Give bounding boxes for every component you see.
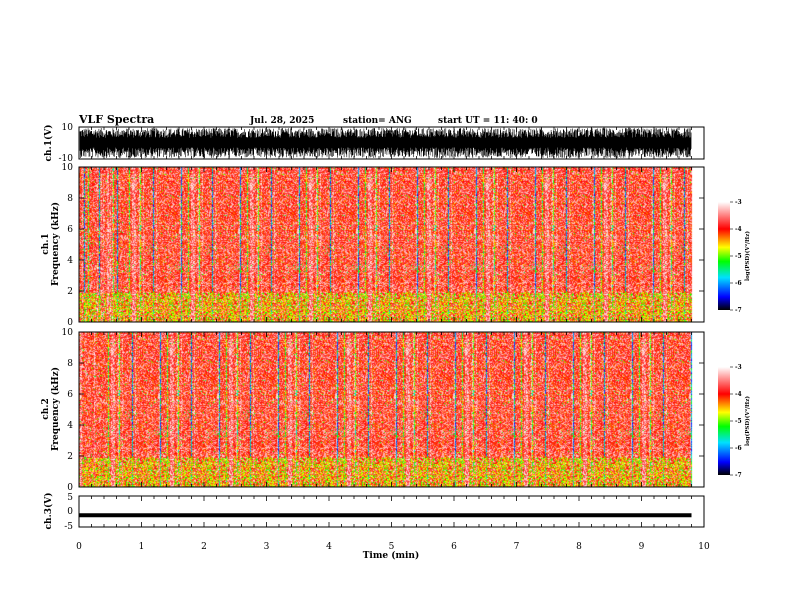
time-tick-label: 5	[389, 542, 395, 552]
ch1-waveform-panel: 10 -10 ch.1(V)	[43, 123, 705, 164]
ch1-spectrogram-ylabel-channel: ch.1	[41, 233, 51, 254]
time-tick-label: 4	[326, 542, 332, 552]
ch3-ylabel: ch.3(V)	[43, 493, 54, 530]
frequency-tick-label: 0	[67, 318, 73, 328]
start-time-label: start UT = 11: 40: 0	[438, 116, 538, 126]
colorbar-tick-label: -4	[735, 391, 742, 398]
ch1-waveform-ticks	[78, 127, 705, 159]
time-tick-label: 2	[201, 542, 207, 552]
ch1-colorbar-ticks: -3 -4 -5 -6 -7	[730, 199, 742, 314]
ch1-colorbar	[718, 202, 730, 310]
colorbar-tick-label: -4	[735, 226, 742, 233]
time-tick-label: 1	[139, 542, 145, 552]
colorbar-tick-label: -7	[735, 307, 742, 314]
frequency-tick-label: 8	[67, 194, 73, 204]
frequency-tick-label: 6	[67, 225, 73, 235]
ch1-spectrogram-ylabel-freq: Frequency (kHz)	[50, 202, 61, 286]
time-tick-label: 9	[639, 542, 645, 552]
ch3-ytick-bottom: -5	[64, 522, 73, 532]
frequency-tick-label: 0	[67, 483, 73, 493]
ch1-spectrogram-ytick-labels: 0 2 4 6 8 10	[62, 163, 704, 328]
ch2-spectrogram-ytick-labels: 0 2 4 6 8 10	[62, 328, 704, 493]
ch2-colorbar-ticks: -3 -4 -5 -6 -7	[730, 364, 742, 479]
time-tick-label: 0	[76, 542, 82, 552]
time-tick-label: 7	[514, 542, 520, 552]
ch2-colorbar	[718, 367, 730, 475]
ch3-ytick-mid: 0	[67, 507, 73, 517]
colorbar-tick-label: -6	[735, 280, 742, 287]
ch2-spectrogram-heatmap	[79, 332, 704, 487]
frequency-tick-label: 10	[62, 163, 74, 173]
time-tick-label: 3	[264, 542, 270, 552]
ch2-spectrogram-ticks	[78, 332, 705, 487]
ch1-spectrogram-canvas-wrap	[79, 167, 704, 322]
ch2-spectrogram-canvas-wrap	[79, 332, 704, 487]
frequency-tick-label: 10	[62, 328, 74, 338]
time-axis-label: Time (min)	[363, 550, 420, 561]
frequency-tick-label: 2	[67, 287, 73, 297]
frequency-tick-label: 2	[67, 452, 73, 462]
ch1-colorbar-label: log(PSD)(V²/Hz)	[744, 231, 751, 281]
figure-title: VLF Spectra	[78, 113, 154, 126]
ch2-spectrogram-ylabel-freq: Frequency (kHz)	[50, 367, 61, 451]
station-label: station= ANG	[343, 116, 412, 126]
time-tick-label: 8	[576, 542, 582, 552]
time-tick-label: 10	[698, 542, 710, 552]
ch1-waveform-trace	[79, 128, 692, 158]
ch2-spectrogram-ylabel-channel: ch.2	[41, 398, 51, 419]
ch1-ytick-top: 10	[62, 123, 74, 133]
ch1-spectrogram-heatmap	[79, 167, 704, 322]
date-label: Jul. 28, 2025	[249, 116, 314, 126]
colorbar-tick-label: -3	[735, 364, 742, 371]
time-tick-label: 6	[451, 542, 457, 552]
colorbar-tick-label: -3	[735, 199, 742, 206]
ch3-frame	[78, 495, 705, 528]
ch1-waveform-ylabel: ch.1(V)	[43, 125, 54, 162]
frequency-tick-label: 4	[67, 256, 73, 266]
ch1-ytick-bottom: -10	[59, 154, 74, 164]
colorbar-tick-label: -5	[735, 253, 742, 260]
ch3-panel: 5 0 -5 ch.3(V)	[43, 493, 705, 532]
ch3-ytick-top: 5	[67, 493, 73, 503]
time-axis-tick-labels: 0 1 2 3 4 5 6 7 8 9 10	[76, 542, 710, 552]
frequency-tick-label: 8	[67, 359, 73, 369]
colorbar-tick-label: -6	[735, 445, 742, 452]
ch1-spectrogram-ticks	[78, 167, 705, 322]
ch3-ticks	[78, 496, 705, 527]
frequency-tick-label: 4	[67, 421, 73, 431]
frequency-tick-label: 6	[67, 390, 73, 400]
ch2-colorbar-label: log(PSD)(V²/Hz)	[744, 396, 751, 446]
colorbar-tick-label: -5	[735, 418, 742, 425]
colorbar-tick-label: -7	[735, 472, 742, 479]
